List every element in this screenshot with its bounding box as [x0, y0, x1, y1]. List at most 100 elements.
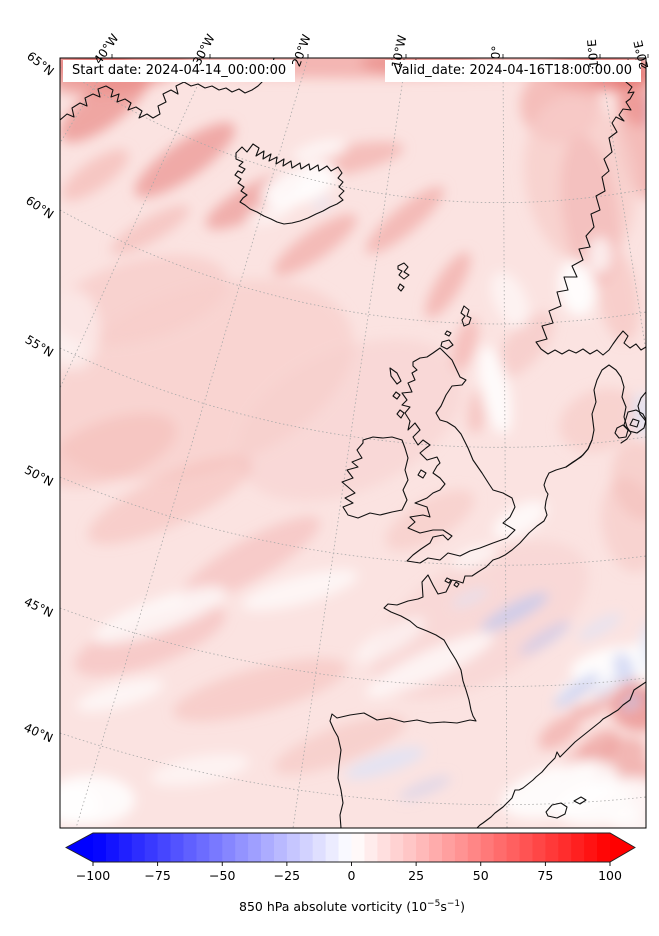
vorticity-blob [519, 621, 571, 655]
coastline-channel-island-2 [453, 581, 460, 588]
coastline-funen [614, 424, 629, 439]
colorbar-segment [261, 833, 275, 862]
vorticity-blob [452, 544, 498, 570]
caption-prefix: 850 hPa absolute vorticity (10 [238, 899, 428, 915]
vorticity-blob [588, 237, 612, 273]
vorticity-blob [613, 652, 635, 684]
colorbar-segment [235, 833, 249, 862]
vorticity-blob [558, 260, 596, 316]
colorbar-segment [222, 833, 236, 862]
vorticity-blob [312, 197, 332, 211]
vorticity-blob [478, 345, 512, 435]
vorticity-blob [592, 675, 622, 699]
vorticity-blob [87, 455, 253, 545]
colorbar-segment [480, 833, 495, 862]
caption-exponent-2: −1 [446, 899, 461, 909]
coastline-greenland [60, 58, 275, 121]
vorticity-blob [344, 746, 426, 780]
vorticity-blob [538, 714, 582, 750]
vorticity-blob [559, 388, 641, 452]
gridline-meridian [60, 58, 211, 389]
colorbar-segment [403, 833, 417, 862]
vorticity-blob [425, 252, 471, 318]
vorticity-blob [60, 413, 177, 487]
vorticity-blob [365, 186, 445, 254]
vorticity-blob [385, 489, 475, 551]
gridline-meridian [502, 58, 508, 828]
vorticity-blob [93, 586, 227, 644]
vorticity-blob [366, 632, 494, 698]
coastline-orkney [440, 339, 454, 350]
colorbar-segment [416, 833, 430, 862]
longitude-label: 0° [488, 45, 504, 60]
longitude-label: 10°E [584, 38, 602, 69]
vorticity-blob [60, 67, 151, 143]
colorbar-segment [325, 833, 340, 862]
colorbar-right-arrow [610, 833, 635, 862]
vorticity-field [60, 58, 659, 828]
vorticity-blob [60, 785, 100, 825]
vorticity-blob [150, 753, 250, 787]
colorbar-segment [506, 833, 521, 862]
colorbar-segment [571, 833, 585, 862]
colorbar-tick-label: −100 [75, 868, 111, 883]
coastline-faroe-islands [397, 262, 410, 280]
caption-mid: s [440, 899, 447, 915]
coastline-norway-sweden [535, 59, 646, 356]
coastline-great-britain [401, 347, 516, 564]
colorbar-left-arrow [66, 833, 93, 862]
valid-date-title: Valid_date: 2024-04-16T18:00:00.00 [384, 60, 641, 82]
longitude-ticks [111, 54, 649, 58]
colorbar-segment [454, 833, 469, 862]
colorbar [65, 832, 636, 866]
coastlines [60, 58, 646, 828]
gridline-meridian [599, 58, 646, 352]
vorticity-blob [398, 775, 452, 801]
vorticity-blob [61, 149, 129, 201]
colorbar-segment [390, 833, 404, 862]
colorbar-segment [105, 833, 120, 862]
colorbar-segment [299, 833, 314, 862]
colorbar-segment [545, 833, 559, 862]
vorticity-blob [76, 678, 164, 712]
colorbar-caption: 850 hPa absolute vorticity (10−5s−1) [239, 899, 465, 914]
map-frame [59, 57, 647, 829]
vorticity-blob [237, 338, 463, 502]
colorbar-segment [248, 833, 262, 862]
colorbar-segment [118, 833, 133, 862]
gridline-parallel [60, 607, 646, 687]
gridline-meridian [292, 58, 407, 828]
colorbar-segment [377, 833, 391, 862]
colorbar-tick-label: −25 [273, 868, 301, 883]
vorticity-blob [134, 122, 236, 198]
coastline-orkney-north [444, 330, 452, 337]
vorticity-blob [495, 312, 555, 378]
coastline-mediterranean-coast [476, 681, 646, 828]
colorbar-segment [519, 833, 533, 862]
colorbar-segment [584, 833, 598, 862]
colorbar-segment [286, 833, 301, 862]
vorticity-blob [180, 516, 320, 604]
vorticity-blob [241, 569, 359, 611]
vorticity-blob [60, 290, 100, 370]
colorbar-segment [597, 833, 611, 862]
gridline-parallel [60, 209, 646, 325]
colorbar-tick-label: 75 [537, 868, 554, 883]
vorticity-blob [247, 199, 293, 225]
colorbar-segment [429, 833, 443, 862]
colorbar-segment [364, 833, 378, 862]
vorticity-blob [354, 617, 426, 663]
vorticity-blob [601, 477, 646, 573]
vorticity-blob [578, 613, 622, 641]
coastline-menorca [573, 796, 587, 805]
coastline-zealand-inner [629, 418, 640, 428]
colorbar-segment [196, 833, 210, 862]
vorticity-blob [640, 621, 646, 669]
vorticity-blob [273, 214, 357, 276]
vorticity-blob [648, 90, 659, 134]
colorbar-segment [532, 833, 546, 862]
colorbar-segment [467, 833, 482, 862]
coastline-iceland [234, 143, 345, 225]
vorticity-blob [481, 592, 549, 632]
